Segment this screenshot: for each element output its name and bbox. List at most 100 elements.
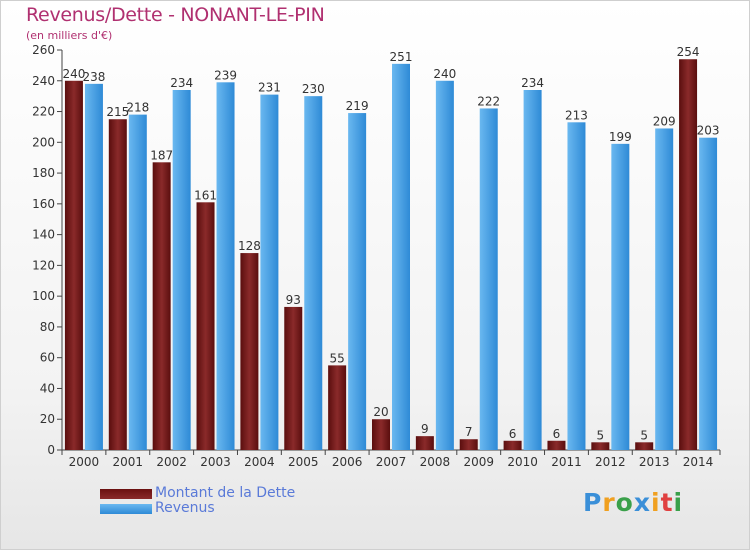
legend-label-revenus: Revenus: [155, 500, 215, 516]
x-tick-label: 2001: [113, 455, 144, 469]
data-label-dette: 215: [106, 105, 129, 119]
bar-revenus: [216, 82, 235, 451]
bar-revenus: [348, 113, 367, 451]
y-tick-label: 260: [32, 43, 55, 57]
x-tick-label: 2010: [507, 455, 538, 469]
y-tick-label: 200: [32, 135, 55, 149]
data-label-revenus: 240: [433, 67, 456, 81]
logo-letter: x: [633, 488, 651, 517]
x-tick-label: 2007: [376, 455, 407, 469]
bars-group: [64, 59, 718, 451]
data-label-revenus: 203: [697, 124, 720, 138]
bar-revenus: [172, 90, 191, 450]
y-tick-label: 60: [40, 351, 55, 365]
bar-revenus: [84, 83, 103, 450]
bar-dette: [284, 306, 303, 450]
data-label-revenus: 209: [653, 114, 676, 128]
y-tick-label: 100: [32, 289, 55, 303]
x-tick-label: 2004: [244, 455, 275, 469]
y-tick-label: 0: [47, 443, 55, 457]
proxiti-logo: Proxiti: [583, 488, 683, 517]
bar-revenus: [611, 143, 630, 450]
chart-title: Revenus/Dette - NONANT-LE-PIN: [26, 4, 325, 26]
y-tick-label: 80: [40, 320, 55, 334]
data-label-dette: 6: [509, 427, 517, 441]
y-tick-label: 20: [40, 412, 55, 426]
data-label-dette: 5: [597, 428, 605, 442]
data-label-dette: 7: [465, 425, 473, 439]
logo-letter: i: [651, 488, 661, 517]
data-label-dette: 187: [150, 148, 173, 162]
bar-revenus: [567, 122, 586, 451]
bar-revenus: [392, 63, 410, 450]
bar-dette: [415, 436, 434, 450]
x-tick-label: 2000: [69, 455, 100, 469]
data-label-dette: 55: [329, 351, 344, 365]
data-label-revenus: 222: [477, 94, 500, 108]
data-label-dette: 240: [62, 67, 85, 81]
axes-group: 0204060801001201401601802002202402602000…: [32, 43, 721, 469]
data-label-dette: 128: [238, 239, 261, 253]
data-label-revenus: 238: [82, 70, 105, 84]
data-label-revenus: 199: [609, 130, 632, 144]
bar-dette: [196, 202, 215, 450]
x-tick-label: 2009: [463, 455, 494, 469]
data-label-revenus: 234: [170, 76, 193, 90]
data-label-dette: 93: [286, 293, 301, 307]
x-tick-label: 2011: [551, 455, 582, 469]
bar-dette: [503, 440, 522, 450]
data-label-dette: 254: [677, 45, 700, 59]
legend-label-dette: Montant de la Dette: [155, 485, 296, 501]
bar-dette: [328, 365, 347, 450]
bar-dette: [108, 119, 127, 450]
x-tick-label: 2013: [639, 455, 670, 469]
logo-letter: o: [615, 488, 634, 517]
x-tick-label: 2008: [420, 455, 451, 469]
data-label-dette: 161: [194, 188, 217, 202]
bar-dette: [591, 442, 610, 450]
bar-revenus: [699, 137, 718, 450]
data-label-revenus: 230: [302, 82, 325, 96]
data-label-revenus: 231: [258, 81, 281, 95]
y-tick-label: 220: [32, 105, 55, 119]
bar-revenus: [260, 94, 279, 450]
logo-letter: r: [602, 488, 616, 517]
data-label-dette: 20: [373, 405, 388, 419]
y-tick-label: 120: [32, 258, 55, 272]
bar-dette: [459, 439, 478, 450]
bar-revenus: [479, 108, 498, 450]
bar-dette: [64, 80, 83, 451]
x-tick-label: 2002: [156, 455, 187, 469]
value-labels-group: 2402382152181872341612391282319323055219…: [62, 45, 719, 442]
legend-swatch-dette: [100, 489, 152, 499]
data-label-dette: 9: [421, 422, 429, 436]
data-label-revenus: 219: [346, 99, 369, 113]
bar-dette: [679, 59, 698, 450]
bar-revenus: [128, 114, 147, 450]
data-label-revenus: 218: [126, 101, 149, 115]
bar-dette: [372, 419, 390, 450]
y-tick-label: 240: [32, 74, 55, 88]
bar-revenus: [655, 128, 674, 450]
data-label-revenus: 234: [521, 76, 544, 90]
logo-letter: P: [583, 488, 603, 517]
legend-swatch-revenus: [100, 504, 152, 514]
bar-dette: [152, 162, 171, 451]
y-tick-label: 160: [32, 197, 55, 211]
logo-letter: i: [673, 488, 684, 517]
data-label-revenus: 213: [565, 108, 588, 122]
x-tick-label: 2012: [595, 455, 626, 469]
x-tick-label: 2003: [200, 455, 231, 469]
x-tick-label: 2014: [683, 455, 714, 469]
bar-dette: [635, 442, 654, 450]
x-tick-label: 2005: [288, 455, 319, 469]
x-tick-label: 2006: [332, 455, 363, 469]
bar-revenus: [304, 96, 323, 451]
data-label-revenus: 251: [390, 50, 413, 64]
data-label-dette: 5: [640, 428, 648, 442]
y-tick-label: 140: [32, 228, 55, 242]
bar-revenus: [523, 90, 542, 450]
chart-subtitle: (en milliers d'€): [26, 29, 113, 42]
bar-dette: [240, 253, 259, 450]
